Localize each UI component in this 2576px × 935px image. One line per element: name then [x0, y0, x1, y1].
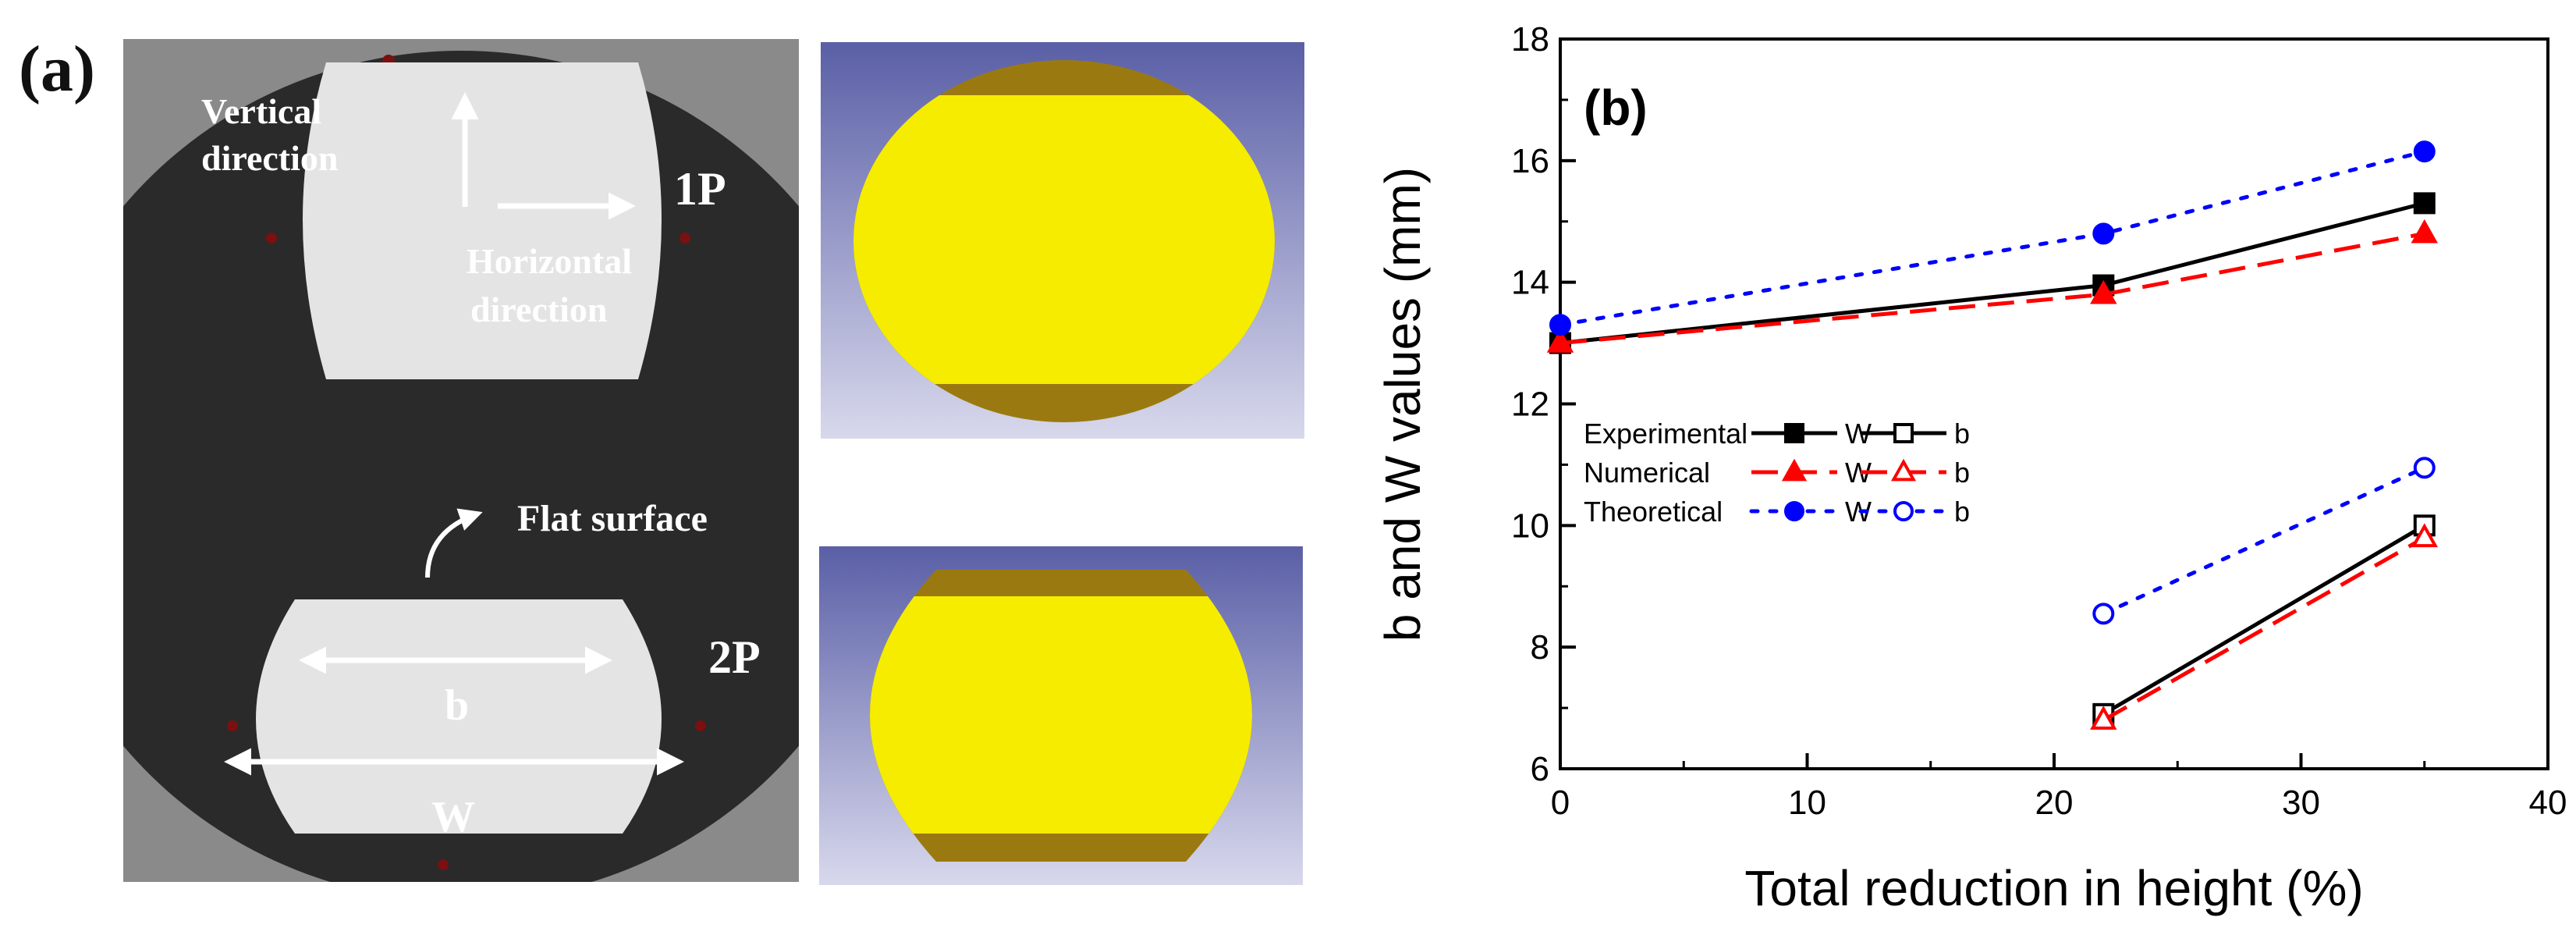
data-point-theoretical-w — [1549, 314, 1571, 336]
legend-marker-theoretical-w — [1784, 501, 1804, 521]
pass-1p-label: 1P — [674, 163, 726, 215]
y-tick-label: 18 — [1511, 20, 1549, 59]
y-tick-label: 12 — [1511, 386, 1549, 424]
y-axis: 6 8 10 12 14 16 18 — [1511, 20, 1576, 788]
y-tick-label: 8 — [1531, 628, 1549, 667]
series-line-experimental-w — [1559, 201, 2425, 346]
legend-marker-experimental-w — [1784, 423, 1804, 443]
y-tick-label: 14 — [1511, 264, 1549, 302]
data-point-numerical-w — [2411, 219, 2438, 244]
y-axis-label: b and W values (mm) — [1375, 167, 1431, 642]
series-layer — [1546, 140, 2438, 730]
y-tick-label: 6 — [1531, 750, 1549, 788]
x-tick-label: 10 — [1788, 784, 1826, 822]
dimension-w-label: W — [431, 793, 475, 841]
data-point-numerical-b — [2411, 523, 2438, 548]
vertical-direction-label-1: Vertical — [201, 91, 321, 131]
data-point-theoretical-w — [2413, 140, 2436, 163]
yellow-cross-section — [870, 596, 1252, 834]
legend-marker-experimental-b — [1893, 423, 1914, 443]
x-axis-label: Total reduction in height (%) — [1744, 860, 2363, 916]
legend-group-label: Theoretical — [1584, 496, 1723, 528]
simulation-1p — [821, 42, 1304, 439]
specimen-1p — [303, 62, 662, 379]
data-point-theoretical-b — [2413, 457, 2436, 479]
flat-surface-label: Flat surface — [517, 498, 708, 539]
marker-dot — [266, 233, 277, 244]
marker-dot — [438, 859, 449, 870]
legend-group-label: Numerical — [1584, 457, 1710, 489]
flat-surface-arrow — [425, 508, 483, 578]
legend-key-label: b — [1954, 496, 1970, 528]
series-line-theoretical-b — [2101, 465, 2427, 616]
panel-a-label: (a) — [19, 33, 95, 105]
y-tick-label: 10 — [1511, 507, 1549, 545]
x-tick-label: 40 — [2529, 784, 2567, 822]
x-tick-label: 30 — [2282, 784, 2320, 822]
legend-key-label: b — [1954, 418, 1970, 450]
data-point-numerical-w — [1546, 329, 1574, 353]
legend-marker-theoretical-b — [1893, 501, 1914, 521]
x-tick-label: 0 — [1551, 784, 1570, 822]
data-point-theoretical-b — [2092, 603, 2115, 625]
legend-group-label: Experimental — [1584, 418, 1747, 450]
legend-marker-numerical-b — [1890, 458, 1917, 482]
marker-dot — [227, 720, 238, 731]
legend-key-label: b — [1954, 457, 1970, 489]
data-point-experimental-w — [2413, 192, 2436, 215]
marker-dot — [695, 720, 706, 731]
simulation-2p — [819, 546, 1303, 885]
data-point-numerical-w — [2090, 279, 2117, 304]
data-point-theoretical-w — [2092, 222, 2115, 245]
vertical-direction-label-2: direction — [201, 138, 338, 178]
y-tick-label: 16 — [1511, 142, 1549, 180]
horizontal-direction-label-2: direction — [470, 290, 607, 329]
horizontal-direction-label-1: Horizontal — [467, 241, 632, 281]
pass-2p-label: 2P — [708, 631, 761, 683]
x-tick-label: 20 — [2035, 784, 2074, 822]
x-axis: 0 10 20 30 40 — [1551, 753, 2567, 822]
panel-b-label: (b) — [1584, 80, 1648, 136]
dimension-b-label: b — [445, 681, 469, 730]
legend-marker-numerical-w — [1781, 458, 1808, 482]
yellow-cross-section — [853, 95, 1275, 384]
specimen-photo: Vertical direction Horizontal direction … — [123, 39, 799, 882]
line-chart: 0 10 20 30 40 6 8 10 12 14 16 18 (b) Total reducti… — [1375, 20, 2567, 916]
plot-frame — [1559, 37, 2549, 770]
marker-dot — [679, 233, 690, 244]
series-line-experimental-b — [2102, 524, 2426, 716]
data-point-numerical-b — [2090, 706, 2117, 730]
series-line-numerical-w — [1559, 231, 2425, 346]
series-line-numerical-b — [2102, 535, 2425, 722]
